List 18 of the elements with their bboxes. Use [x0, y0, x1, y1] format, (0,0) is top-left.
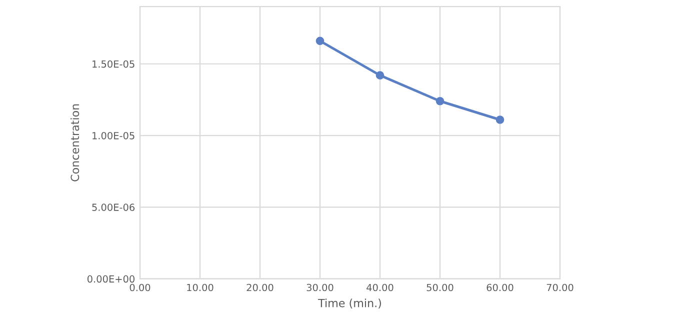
x-tick-label: 30.00 — [306, 284, 334, 292]
x-tick-label: 10.00 — [187, 284, 214, 292]
y-axis-title: Concentration — [70, 104, 80, 182]
x-tick-label: 40.00 — [366, 284, 394, 292]
point — [436, 96, 444, 106]
x-tick-label: 60.00 — [486, 284, 514, 292]
x-tick-label: 20.00 — [246, 284, 274, 292]
y-tick-label: 1.50E-05 — [92, 60, 134, 68]
point — [376, 71, 384, 80]
y-tick-label: 5.00E-06 — [92, 204, 135, 211]
y-tick-label: 0.00E+00 — [87, 275, 134, 283]
x-tick-label: 0.00 — [130, 284, 150, 292]
x-axis-title: Time (min.) — [318, 298, 381, 309]
point — [496, 116, 504, 124]
x-tick-label: 70.00 — [546, 284, 574, 292]
x-tick-label: 50.00 — [426, 284, 454, 292]
y-tick-label: 1.00E-05 — [92, 132, 134, 140]
point — [316, 36, 324, 46]
